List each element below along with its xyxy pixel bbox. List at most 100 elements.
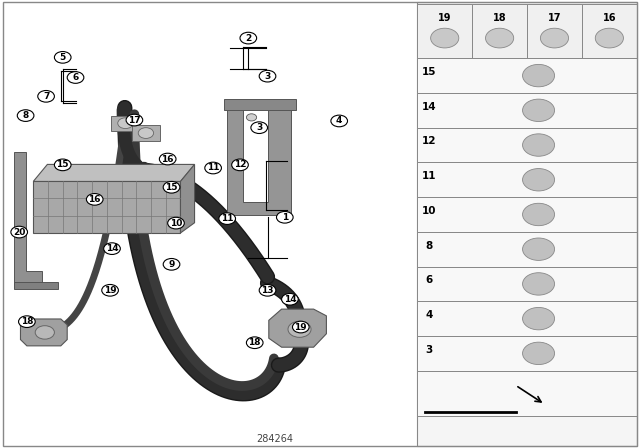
Text: 14: 14 <box>106 244 118 253</box>
Circle shape <box>35 326 54 339</box>
Circle shape <box>102 284 118 296</box>
Bar <box>417 2 637 446</box>
Text: 14: 14 <box>422 102 436 112</box>
Bar <box>417 4 472 58</box>
Text: 18: 18 <box>20 317 33 326</box>
Text: 2: 2 <box>245 34 252 43</box>
Circle shape <box>523 65 555 87</box>
Bar <box>472 4 527 58</box>
Circle shape <box>288 321 311 337</box>
Text: 13: 13 <box>261 286 274 295</box>
Text: 16: 16 <box>603 13 616 22</box>
Circle shape <box>431 28 459 48</box>
Circle shape <box>163 181 180 193</box>
Circle shape <box>138 128 154 138</box>
Polygon shape <box>33 164 195 181</box>
Circle shape <box>163 258 180 270</box>
Circle shape <box>54 159 71 171</box>
Bar <box>417 371 637 416</box>
Circle shape <box>282 293 298 305</box>
Text: 15: 15 <box>56 160 69 169</box>
Circle shape <box>246 337 263 349</box>
Text: 11: 11 <box>207 164 220 172</box>
Text: 19: 19 <box>104 286 116 295</box>
Text: 3: 3 <box>256 123 262 132</box>
Bar <box>582 4 637 58</box>
Circle shape <box>54 52 71 63</box>
Circle shape <box>86 194 103 205</box>
Circle shape <box>240 32 257 44</box>
Text: 18: 18 <box>248 338 261 347</box>
Circle shape <box>292 321 309 333</box>
Circle shape <box>486 28 514 48</box>
Bar <box>417 197 637 232</box>
Polygon shape <box>111 116 140 131</box>
Circle shape <box>276 211 293 223</box>
Text: 12: 12 <box>422 137 436 146</box>
Bar <box>417 128 637 162</box>
Text: 11: 11 <box>422 171 436 181</box>
Text: 3: 3 <box>264 72 271 81</box>
Text: 1: 1 <box>282 213 288 222</box>
Circle shape <box>259 284 276 296</box>
Circle shape <box>11 226 28 238</box>
Text: 284264: 284264 <box>257 434 294 444</box>
Polygon shape <box>14 152 42 287</box>
Circle shape <box>595 28 623 48</box>
Bar <box>417 58 637 93</box>
Text: 16: 16 <box>88 195 101 204</box>
Text: 12: 12 <box>234 160 246 169</box>
Bar <box>417 232 637 267</box>
Circle shape <box>523 307 555 330</box>
Circle shape <box>523 99 555 121</box>
Polygon shape <box>269 309 326 347</box>
Text: 8: 8 <box>425 241 433 250</box>
Circle shape <box>259 70 276 82</box>
Text: 15: 15 <box>165 183 178 192</box>
Text: 16: 16 <box>161 155 174 164</box>
Circle shape <box>159 153 176 165</box>
Circle shape <box>19 316 35 327</box>
Circle shape <box>17 110 34 121</box>
Circle shape <box>523 203 555 226</box>
Bar <box>417 267 637 301</box>
Circle shape <box>540 28 568 48</box>
Text: 15: 15 <box>422 67 436 77</box>
Circle shape <box>205 162 221 174</box>
Polygon shape <box>180 164 195 233</box>
Circle shape <box>523 238 555 260</box>
Polygon shape <box>14 282 58 289</box>
Polygon shape <box>227 108 291 215</box>
Polygon shape <box>20 319 67 346</box>
Text: 4: 4 <box>425 310 433 320</box>
Text: 6: 6 <box>425 276 433 285</box>
Circle shape <box>523 273 555 295</box>
Text: 17: 17 <box>128 116 141 125</box>
Text: 6: 6 <box>72 73 79 82</box>
Polygon shape <box>132 125 160 141</box>
Circle shape <box>118 118 133 129</box>
Polygon shape <box>224 99 296 110</box>
Text: 3: 3 <box>425 345 433 355</box>
Text: 9: 9 <box>168 260 175 269</box>
Bar <box>417 301 637 336</box>
Text: 10: 10 <box>422 206 436 216</box>
Text: 20: 20 <box>13 228 26 237</box>
Bar <box>33 181 180 233</box>
Text: 10: 10 <box>170 219 182 228</box>
Text: 18: 18 <box>493 13 506 22</box>
Circle shape <box>67 72 84 83</box>
Bar <box>527 4 582 58</box>
Text: 5: 5 <box>60 53 66 62</box>
Text: 19: 19 <box>438 13 451 22</box>
Text: 4: 4 <box>336 116 342 125</box>
Circle shape <box>523 134 555 156</box>
Bar <box>417 162 637 197</box>
Circle shape <box>246 114 257 121</box>
Circle shape <box>523 342 555 365</box>
Text: 19: 19 <box>294 323 307 332</box>
Circle shape <box>168 217 184 229</box>
Text: 17: 17 <box>548 13 561 22</box>
Circle shape <box>331 115 348 127</box>
Circle shape <box>523 168 555 191</box>
